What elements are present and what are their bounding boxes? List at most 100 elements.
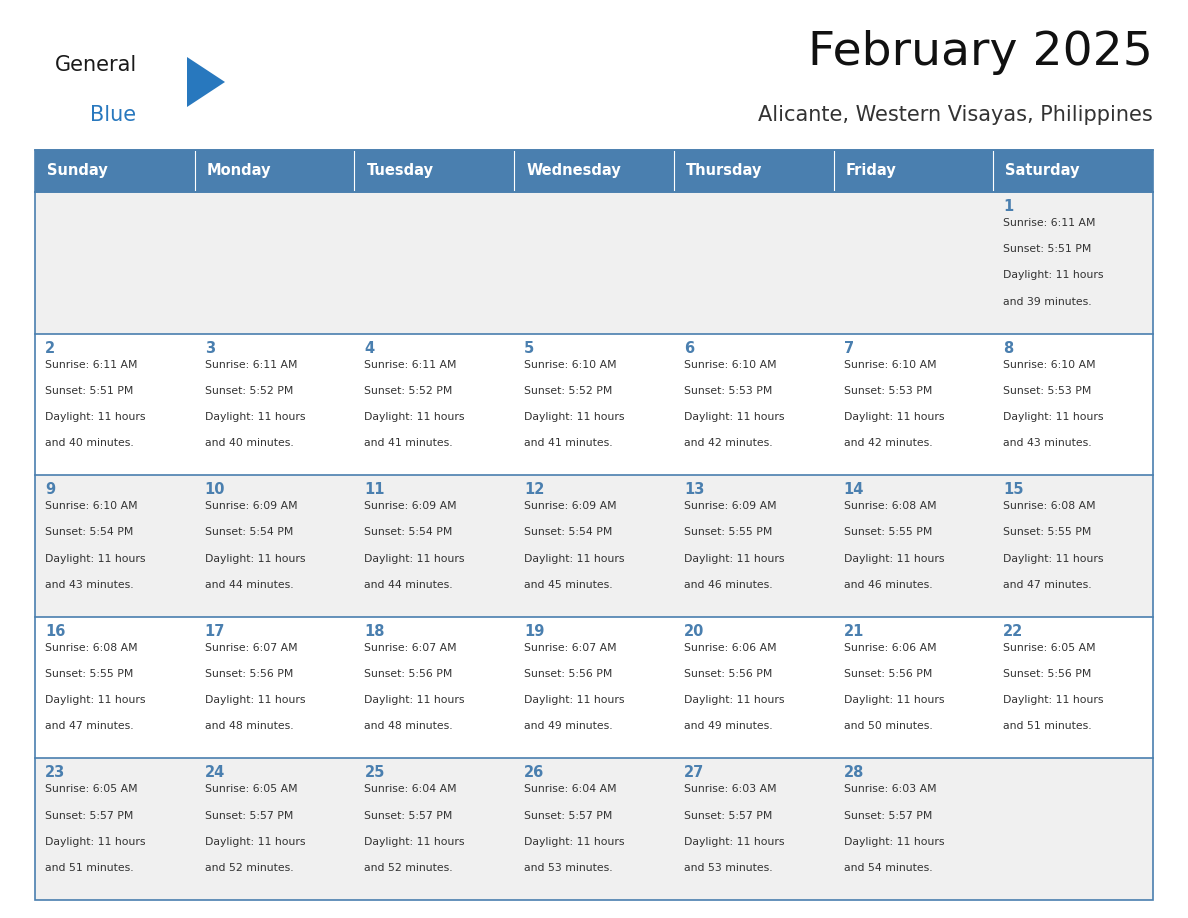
- Text: Sunrise: 6:09 AM: Sunrise: 6:09 AM: [684, 501, 777, 511]
- Text: Sunset: 5:56 PM: Sunset: 5:56 PM: [365, 669, 453, 679]
- Text: 24: 24: [204, 766, 225, 780]
- Bar: [674, 617, 834, 758]
- Text: Sunrise: 6:04 AM: Sunrise: 6:04 AM: [365, 784, 457, 794]
- Text: Daylight: 11 hours: Daylight: 11 hours: [45, 695, 145, 705]
- Bar: [195, 476, 354, 617]
- Bar: [834, 476, 993, 617]
- Text: and 53 minutes.: and 53 minutes.: [524, 863, 613, 873]
- Text: Sunrise: 6:10 AM: Sunrise: 6:10 AM: [1004, 360, 1095, 370]
- Text: Sunrise: 6:06 AM: Sunrise: 6:06 AM: [843, 643, 936, 653]
- Bar: [195, 333, 354, 476]
- Text: Daylight: 11 hours: Daylight: 11 hours: [1004, 554, 1104, 564]
- Bar: [674, 192, 834, 333]
- Bar: [34, 476, 195, 617]
- Text: Sunset: 5:57 PM: Sunset: 5:57 PM: [365, 811, 453, 821]
- Text: Sunset: 5:55 PM: Sunset: 5:55 PM: [45, 669, 133, 679]
- Text: Sunset: 5:55 PM: Sunset: 5:55 PM: [684, 528, 772, 537]
- Text: and 52 minutes.: and 52 minutes.: [365, 863, 453, 873]
- Bar: [34, 617, 195, 758]
- Text: Daylight: 11 hours: Daylight: 11 hours: [365, 837, 465, 846]
- Text: and 47 minutes.: and 47 minutes.: [1004, 580, 1092, 589]
- Text: Daylight: 11 hours: Daylight: 11 hours: [204, 554, 305, 564]
- Text: Sunrise: 6:10 AM: Sunrise: 6:10 AM: [684, 360, 777, 370]
- Text: 4: 4: [365, 341, 374, 355]
- Text: Sunset: 5:53 PM: Sunset: 5:53 PM: [684, 386, 772, 396]
- Text: Daylight: 11 hours: Daylight: 11 hours: [843, 837, 944, 846]
- Text: and 46 minutes.: and 46 minutes.: [684, 580, 772, 589]
- Text: 8: 8: [1004, 341, 1013, 355]
- Text: and 46 minutes.: and 46 minutes.: [843, 580, 933, 589]
- Bar: [993, 192, 1154, 333]
- Bar: [34, 758, 195, 900]
- Bar: [195, 192, 354, 333]
- Text: 16: 16: [45, 624, 65, 639]
- Text: and 53 minutes.: and 53 minutes.: [684, 863, 772, 873]
- Text: Sunset: 5:53 PM: Sunset: 5:53 PM: [843, 386, 931, 396]
- Text: Sunset: 5:54 PM: Sunset: 5:54 PM: [204, 528, 293, 537]
- Text: 19: 19: [524, 624, 544, 639]
- Text: 6: 6: [684, 341, 694, 355]
- Text: Sunrise: 6:11 AM: Sunrise: 6:11 AM: [204, 360, 297, 370]
- Text: 18: 18: [365, 624, 385, 639]
- Bar: [354, 192, 514, 333]
- Text: Daylight: 11 hours: Daylight: 11 hours: [365, 554, 465, 564]
- Text: Friday: Friday: [846, 163, 896, 178]
- Bar: [993, 758, 1154, 900]
- Text: Blue: Blue: [90, 105, 137, 125]
- Text: Tuesday: Tuesday: [366, 163, 434, 178]
- Text: Sunrise: 6:06 AM: Sunrise: 6:06 AM: [684, 643, 777, 653]
- Bar: [195, 150, 354, 192]
- Text: and 51 minutes.: and 51 minutes.: [45, 863, 133, 873]
- Text: Sunset: 5:52 PM: Sunset: 5:52 PM: [365, 386, 453, 396]
- Text: Sunset: 5:57 PM: Sunset: 5:57 PM: [684, 811, 772, 821]
- Text: 23: 23: [45, 766, 65, 780]
- Text: Sunday: Sunday: [48, 163, 108, 178]
- Text: Sunrise: 6:10 AM: Sunrise: 6:10 AM: [843, 360, 936, 370]
- Bar: [34, 192, 195, 333]
- Text: 3: 3: [204, 341, 215, 355]
- Text: and 41 minutes.: and 41 minutes.: [524, 438, 613, 448]
- Text: 21: 21: [843, 624, 864, 639]
- Bar: [514, 333, 674, 476]
- Text: Daylight: 11 hours: Daylight: 11 hours: [45, 412, 145, 422]
- Bar: [993, 617, 1154, 758]
- Text: and 42 minutes.: and 42 minutes.: [684, 438, 772, 448]
- Text: Daylight: 11 hours: Daylight: 11 hours: [843, 695, 944, 705]
- Text: Sunset: 5:56 PM: Sunset: 5:56 PM: [524, 669, 613, 679]
- Text: 11: 11: [365, 482, 385, 498]
- Text: 15: 15: [1004, 482, 1024, 498]
- Bar: [354, 333, 514, 476]
- Text: and 48 minutes.: and 48 minutes.: [365, 722, 453, 732]
- Text: Sunrise: 6:11 AM: Sunrise: 6:11 AM: [1004, 218, 1095, 228]
- Bar: [834, 333, 993, 476]
- Text: Sunrise: 6:09 AM: Sunrise: 6:09 AM: [524, 501, 617, 511]
- Bar: [514, 192, 674, 333]
- Text: and 47 minutes.: and 47 minutes.: [45, 722, 133, 732]
- Text: Sunrise: 6:11 AM: Sunrise: 6:11 AM: [365, 360, 457, 370]
- Bar: [354, 150, 514, 192]
- Text: and 49 minutes.: and 49 minutes.: [684, 722, 772, 732]
- Text: Daylight: 11 hours: Daylight: 11 hours: [204, 412, 305, 422]
- Text: Sunrise: 6:03 AM: Sunrise: 6:03 AM: [843, 784, 936, 794]
- Text: Saturday: Saturday: [1005, 163, 1080, 178]
- Text: 2: 2: [45, 341, 55, 355]
- Text: Daylight: 11 hours: Daylight: 11 hours: [684, 837, 784, 846]
- Text: Sunset: 5:52 PM: Sunset: 5:52 PM: [524, 386, 613, 396]
- Text: Sunset: 5:56 PM: Sunset: 5:56 PM: [843, 669, 931, 679]
- Text: Sunset: 5:54 PM: Sunset: 5:54 PM: [524, 528, 613, 537]
- Text: Sunset: 5:55 PM: Sunset: 5:55 PM: [1004, 528, 1092, 537]
- Text: and 50 minutes.: and 50 minutes.: [843, 722, 933, 732]
- Text: Daylight: 11 hours: Daylight: 11 hours: [524, 554, 625, 564]
- Text: and 39 minutes.: and 39 minutes.: [1004, 297, 1092, 307]
- Text: and 48 minutes.: and 48 minutes.: [204, 722, 293, 732]
- Text: Sunrise: 6:10 AM: Sunrise: 6:10 AM: [45, 501, 138, 511]
- Text: Daylight: 11 hours: Daylight: 11 hours: [365, 695, 465, 705]
- Bar: [834, 150, 993, 192]
- Text: 1: 1: [1004, 199, 1013, 214]
- Text: and 42 minutes.: and 42 minutes.: [843, 438, 933, 448]
- Text: Sunrise: 6:10 AM: Sunrise: 6:10 AM: [524, 360, 617, 370]
- Text: Sunset: 5:54 PM: Sunset: 5:54 PM: [365, 528, 453, 537]
- Text: Daylight: 11 hours: Daylight: 11 hours: [843, 412, 944, 422]
- Text: Daylight: 11 hours: Daylight: 11 hours: [684, 695, 784, 705]
- Text: Daylight: 11 hours: Daylight: 11 hours: [45, 837, 145, 846]
